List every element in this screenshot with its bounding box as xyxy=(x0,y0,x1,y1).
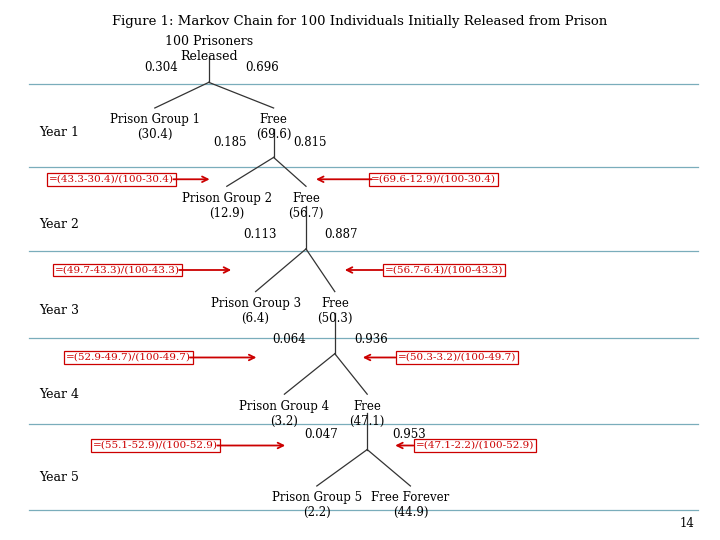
Text: =(47.1-2.2)/(100-52.9): =(47.1-2.2)/(100-52.9) xyxy=(416,441,534,450)
Text: Figure 1: Markov Chain for 100 Individuals Initially Released from Prison: Figure 1: Markov Chain for 100 Individua… xyxy=(112,15,608,28)
Text: 0.815: 0.815 xyxy=(294,136,327,149)
Text: 0.696: 0.696 xyxy=(245,61,279,74)
Text: Year 2: Year 2 xyxy=(40,218,79,231)
Text: Year 1: Year 1 xyxy=(40,126,80,139)
Text: 0.047: 0.047 xyxy=(305,428,338,442)
Text: =(49.7-43.3)/(100-43.3): =(49.7-43.3)/(100-43.3) xyxy=(55,266,180,274)
Text: Prison Group 2
(12.9): Prison Group 2 (12.9) xyxy=(181,192,272,220)
Text: 0.185: 0.185 xyxy=(213,136,246,149)
Text: Free
(50.3): Free (50.3) xyxy=(317,297,353,325)
Text: Prison Group 5
(2.2): Prison Group 5 (2.2) xyxy=(271,491,362,519)
Text: Prison Group 3
(6.4): Prison Group 3 (6.4) xyxy=(210,297,301,325)
Text: =(50.3-3.2)/(100-49.7): =(50.3-3.2)/(100-49.7) xyxy=(398,353,516,362)
Text: =(55.1-52.9)/(100-52.9): =(55.1-52.9)/(100-52.9) xyxy=(93,441,218,450)
Text: 0.936: 0.936 xyxy=(355,333,388,346)
Text: =(43.3-30.4)/(100-30.4): =(43.3-30.4)/(100-30.4) xyxy=(49,175,174,184)
Text: =(69.6-12.9)/(100-30.4): =(69.6-12.9)/(100-30.4) xyxy=(371,175,496,184)
Text: Year 5: Year 5 xyxy=(40,471,79,484)
Text: 0.887: 0.887 xyxy=(324,228,358,241)
Text: 100 Prisoners
Released: 100 Prisoners Released xyxy=(165,35,253,63)
Text: Year 3: Year 3 xyxy=(40,304,80,317)
Text: =(56.7-6.4)/(100-43.3): =(56.7-6.4)/(100-43.3) xyxy=(385,266,503,274)
Text: =(52.9-49.7)/(100-49.7): =(52.9-49.7)/(100-49.7) xyxy=(66,353,191,362)
Text: 0.953: 0.953 xyxy=(392,428,426,442)
Text: Prison Group 1
(30.4): Prison Group 1 (30.4) xyxy=(110,113,200,141)
Text: Free
(69.6): Free (69.6) xyxy=(256,113,292,141)
Text: Free
(56.7): Free (56.7) xyxy=(288,192,324,220)
Text: Year 4: Year 4 xyxy=(40,388,80,401)
Text: 0.304: 0.304 xyxy=(145,61,179,74)
Text: 0.113: 0.113 xyxy=(243,228,277,241)
Text: Free Forever
(44.9): Free Forever (44.9) xyxy=(372,491,449,519)
Text: Prison Group 4
(3.2): Prison Group 4 (3.2) xyxy=(239,400,330,428)
Text: 14: 14 xyxy=(680,517,695,530)
Text: 0.064: 0.064 xyxy=(272,333,306,346)
Text: Free
(47.1): Free (47.1) xyxy=(349,400,385,428)
